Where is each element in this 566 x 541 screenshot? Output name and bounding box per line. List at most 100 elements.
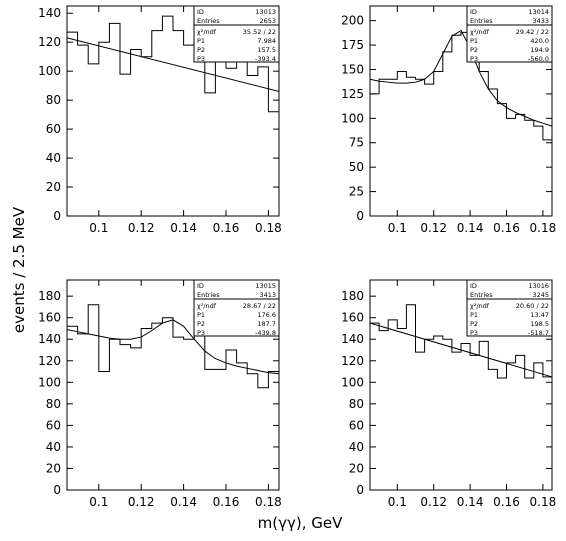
stats-label: P2 <box>470 320 478 328</box>
x-tick-label: 0.16 <box>493 221 520 235</box>
stats-label: χ²/ndf <box>470 302 490 310</box>
y-tick-label: 175 <box>341 38 364 52</box>
stats-label: ID <box>197 8 204 16</box>
y-tick-label: 120 <box>38 354 61 368</box>
y-axis-title: events / 2.5 MeV <box>10 206 28 333</box>
stats-value: 3433 <box>532 17 549 25</box>
fit-curve <box>66 37 280 92</box>
y-tick-label: 20 <box>349 461 364 475</box>
y-tick-label: 75 <box>349 136 364 150</box>
y-tick-label: 0 <box>53 209 61 223</box>
stats-value: 3413 <box>259 291 276 299</box>
histogram-steps <box>369 29 553 216</box>
stats-box: ID 13016 Entries 3245 χ²/ndf 20.60 / 22 P1 13.4… <box>466 279 553 337</box>
stats-value: 2653 <box>259 17 276 25</box>
y-tick-label: 180 <box>341 289 364 303</box>
stats-value: 13014 <box>528 8 549 16</box>
histogram-steps <box>66 304 280 490</box>
y-tick-label: 120 <box>38 35 61 49</box>
y-tick-label: 100 <box>341 375 364 389</box>
y-tick-label: 160 <box>38 311 61 325</box>
y-tick-label: 0 <box>53 483 61 497</box>
x-tick-label: 0.1 <box>388 221 407 235</box>
x-tick-label: 0.1 <box>89 495 108 509</box>
y-tick-label: 60 <box>349 418 364 432</box>
x-tick-label: 0.12 <box>128 495 155 509</box>
stats-label: Entries <box>470 17 493 25</box>
y-tick-label: 50 <box>349 160 364 174</box>
x-axis-title: m(γγ), GeV <box>258 514 343 532</box>
x-tick-label: 0.14 <box>457 221 484 235</box>
y-tick-label: 20 <box>46 461 61 475</box>
x-tick-label: 0.12 <box>128 221 155 235</box>
fit-curve <box>369 322 553 378</box>
y-tick-label: 125 <box>341 87 364 101</box>
stats-value: 157.5 <box>257 46 276 54</box>
y-tick-label: 150 <box>341 62 364 76</box>
stats-label: Entries <box>470 291 493 299</box>
stats-value: 13013 <box>255 8 276 16</box>
stats-label: χ²/ndf <box>197 302 217 310</box>
x-tick-label: 0.16 <box>493 495 520 509</box>
stats-label: P3 <box>470 329 478 337</box>
stats-value: 420.0 <box>530 37 549 45</box>
chart-panel-1: 0.1 0.12 0.14 0.16 0.18 0 20 40 60 80 100 120 140 ID 1… <box>38 5 282 235</box>
fit-curve <box>369 29 553 127</box>
stats-value: 7.984 <box>257 37 276 45</box>
stats-label: P2 <box>197 320 205 328</box>
plot-frame <box>66 5 280 217</box>
plot-frame <box>369 279 553 491</box>
stats-label: χ²/ndf <box>470 28 490 36</box>
stats-box: ID 13013 Entries 2653 χ²/ndf 35.52 / 22 P1 7.98… <box>193 5 280 63</box>
y-tick-label: 200 <box>341 14 364 28</box>
y-tick-label: 160 <box>341 311 364 325</box>
stats-label: P1 <box>470 37 478 45</box>
stats-label: Entries <box>197 291 220 299</box>
stats-label: ID <box>197 282 204 290</box>
y-tick-label: 80 <box>46 397 61 411</box>
stats-value: -518.7 <box>528 329 549 337</box>
x-tick-label: 0.18 <box>255 221 282 235</box>
y-tick-label: 20 <box>46 180 61 194</box>
stats-box-frame <box>193 5 280 63</box>
stats-label: P2 <box>470 46 478 54</box>
y-tick-label: 100 <box>38 64 61 78</box>
stats-box: ID 13014 Entries 3433 χ²/ndf 29.42 / 22 P1 420.… <box>466 5 553 63</box>
stats-value: 29.42 / 22 <box>516 28 549 36</box>
stats-value: 28.67 / 22 <box>243 302 276 310</box>
stats-label: P1 <box>197 311 205 319</box>
y-tick-label: 60 <box>46 418 61 432</box>
x-tick-label: 0.14 <box>170 495 197 509</box>
stats-value: 198.5 <box>530 320 549 328</box>
y-tick-label: 40 <box>46 151 61 165</box>
stats-value: 194.9 <box>530 46 549 54</box>
stats-box-frame <box>193 279 280 337</box>
histogram-steps <box>369 304 553 490</box>
x-tick-label: 0.16 <box>213 221 240 235</box>
stats-label: P1 <box>197 37 205 45</box>
x-tick-label: 0.18 <box>530 495 557 509</box>
y-tick-label: 0 <box>356 483 364 497</box>
stats-value: -439.8 <box>255 329 276 337</box>
stats-label: P3 <box>197 329 205 337</box>
y-tick-label: 80 <box>46 93 61 107</box>
x-tick-label: 0.16 <box>213 495 240 509</box>
x-tick-label: 0.12 <box>420 221 447 235</box>
y-tick-label: 140 <box>38 332 61 346</box>
fit-curve <box>66 319 280 375</box>
stats-value: 20.60 / 22 <box>516 302 549 310</box>
stats-label: χ²/ndf <box>197 28 217 36</box>
y-tick-label: 25 <box>349 185 364 199</box>
stats-value: 3245 <box>532 291 549 299</box>
stats-value: 13015 <box>255 282 276 290</box>
stats-label: P3 <box>197 55 205 63</box>
stats-label: P3 <box>470 55 478 63</box>
stats-box: ID 13015 Entries 3413 χ²/ndf 28.67 / 22 P1 176.… <box>193 279 280 337</box>
y-tick-label: 140 <box>341 332 364 346</box>
x-tick-label: 0.18 <box>530 221 557 235</box>
x-tick-label: 0.1 <box>388 495 407 509</box>
stats-box-frame <box>466 279 553 337</box>
stats-label: P2 <box>197 46 205 54</box>
stats-value: 13016 <box>528 282 549 290</box>
plot-frame <box>66 279 280 491</box>
